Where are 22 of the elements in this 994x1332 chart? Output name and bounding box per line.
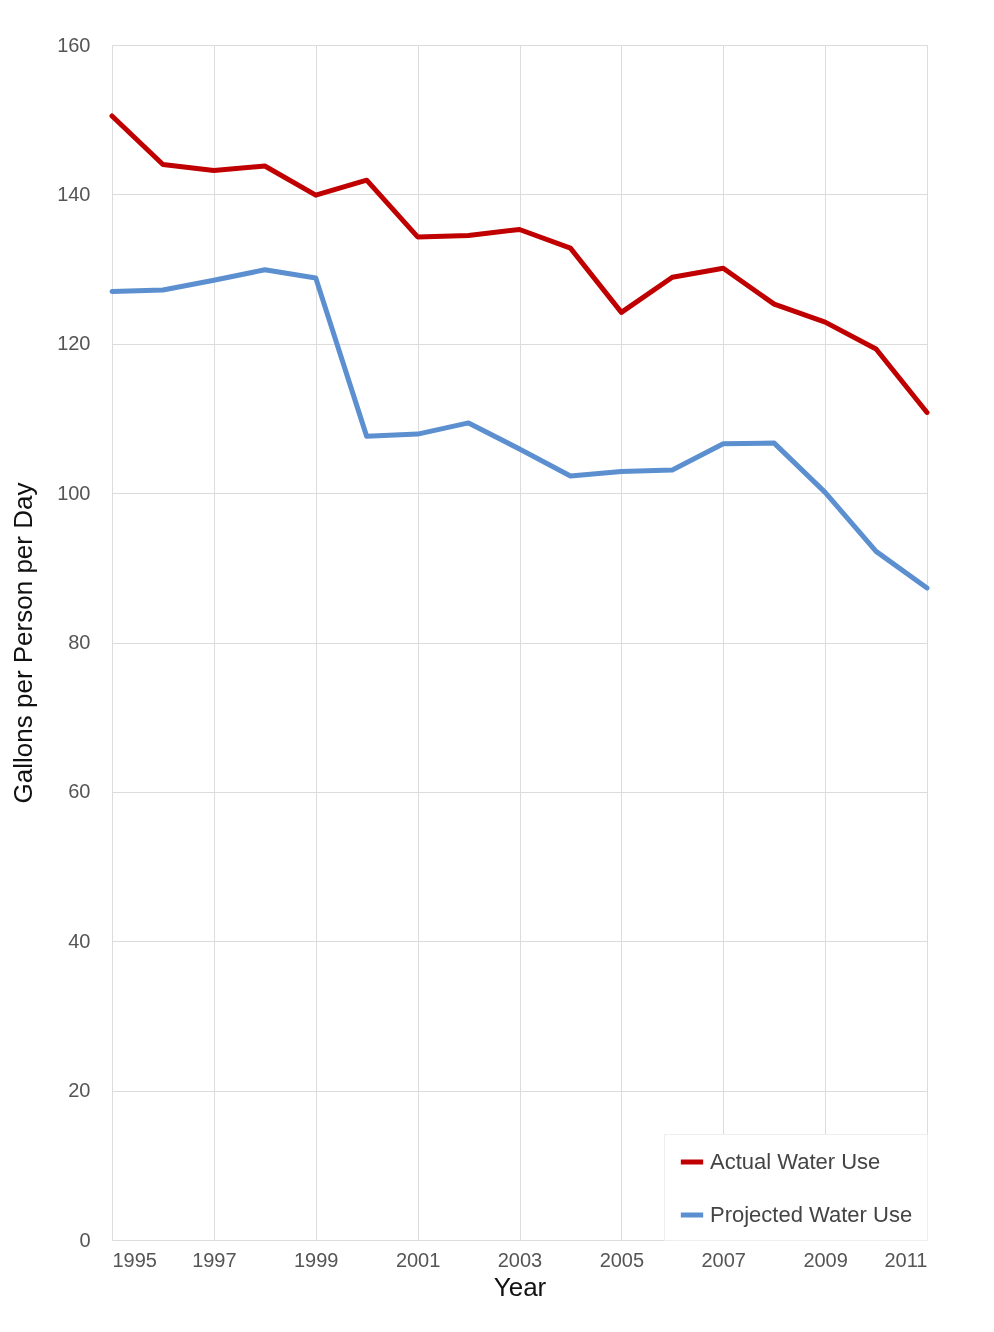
x-tick-label: 2003 [497, 1248, 543, 1271]
legend-label: Projected Water Use [710, 1202, 913, 1227]
legend-label: Actual Water Use [710, 1149, 881, 1174]
x-tick-label: 2005 [599, 1248, 645, 1271]
y-tick-label: 160 [57, 33, 91, 56]
y-tick-label: 0 [79, 1228, 91, 1251]
x-tick-label: 2011 [884, 1248, 928, 1271]
y-tick-label: 40 [68, 929, 91, 952]
y-tick-label: 140 [57, 182, 91, 205]
x-tick-label: 1999 [294, 1248, 339, 1271]
y-axis-title: Gallons per Person per Day [8, 482, 39, 804]
x-axis-title: Year [493, 1271, 547, 1302]
y-tick-label: 20 [68, 1079, 91, 1102]
x-tick-label: 1997 [192, 1248, 237, 1271]
x-tick-label: 2007 [701, 1248, 746, 1271]
x-tick-label: 2001 [395, 1248, 441, 1271]
y-tick-label: 60 [68, 780, 91, 803]
x-tick-label: 2009 [803, 1248, 848, 1271]
y-tick-label: 120 [57, 332, 91, 355]
y-tick-label: 100 [57, 481, 91, 504]
x-tick-label: 1995 [112, 1248, 157, 1271]
y-tick-label: 80 [68, 631, 91, 653]
